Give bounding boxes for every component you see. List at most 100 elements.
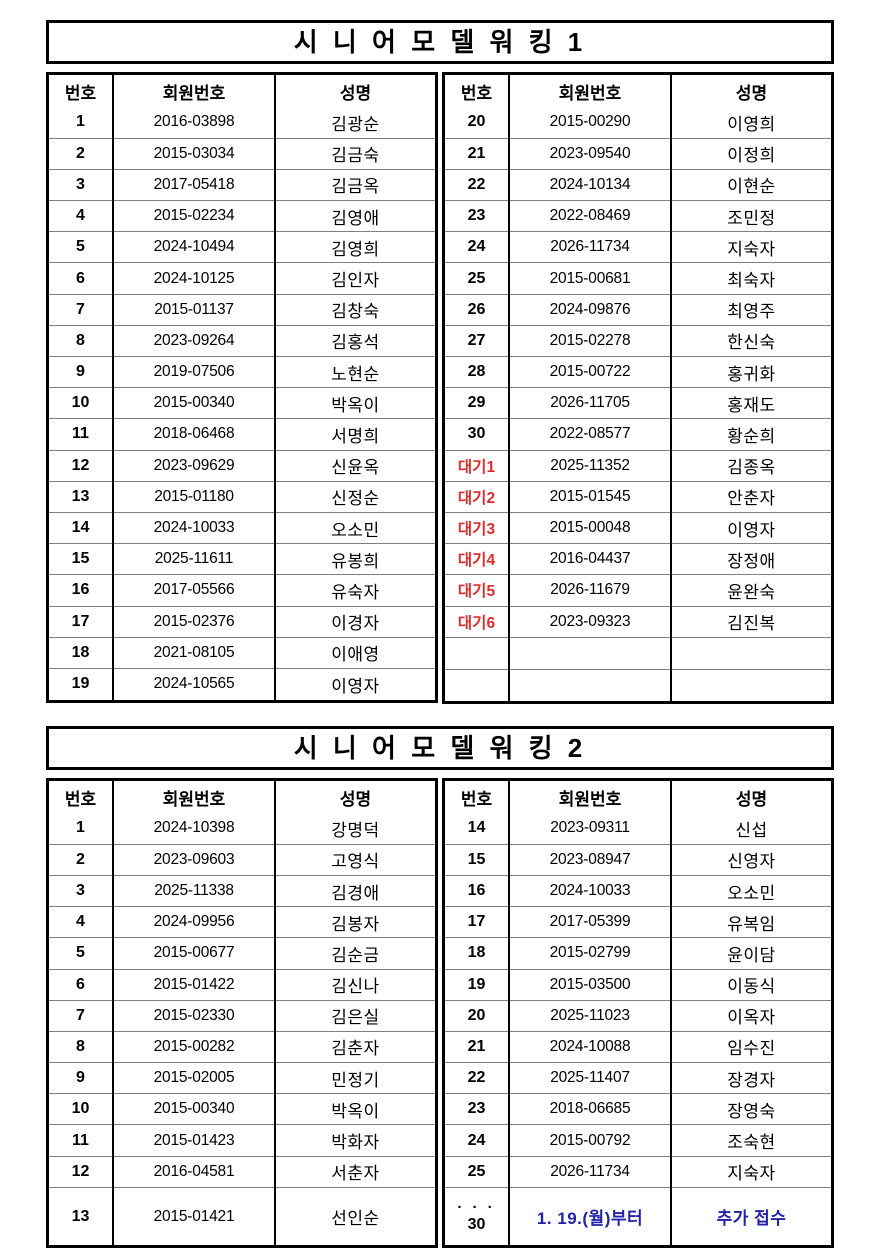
col-header-member: 회원번호 [509, 75, 672, 107]
row-number: 1 [49, 813, 114, 845]
table-row: 16 2017-05566 유숙자 [49, 574, 435, 607]
member-number: 2016-04437 [509, 543, 672, 576]
member-number: 2015-00722 [509, 356, 672, 389]
row-number: 8 [49, 1031, 114, 1064]
member-number: 2019-07506 [113, 356, 276, 389]
row-number: 3 [49, 875, 114, 908]
member-number: 2015-00340 [113, 387, 276, 420]
member-number: 2023-09540 [509, 138, 672, 170]
member-number: 2015-01545 [509, 481, 672, 513]
member-name: 최숙자 [671, 262, 831, 295]
member-name: 추가 접수 [671, 1187, 831, 1246]
member-number: 2015-01423 [113, 1124, 276, 1157]
table-row: 8 2023-09264 김홍석 [49, 325, 435, 358]
row-number: 9 [49, 356, 114, 389]
member-number: 2015-00681 [509, 262, 672, 295]
member-name: 서명희 [275, 418, 435, 451]
section-2-tables: 번호 회원번호 성명 1 2024-10398 강명덕 2 2023-09603 고영식 3… [46, 778, 834, 1248]
table-row: 2 2023-09603 고영식 [49, 844, 435, 876]
row-number: 20 [445, 107, 510, 139]
member-name: 박옥이 [275, 1093, 435, 1126]
member-name: 한신숙 [671, 325, 831, 358]
member-number: 2015-00290 [509, 107, 672, 139]
member-name-empty [671, 637, 831, 670]
row-number: 대기2 [445, 481, 510, 513]
row-number: 22 [445, 169, 510, 202]
member-name: 김종옥 [671, 450, 831, 482]
table-row: 22 2024-10134 이현순 [445, 169, 831, 202]
table-header-row: 번호 회원번호 성명 [49, 781, 435, 814]
row-number: 29 [445, 387, 510, 420]
member-name: 김영희 [275, 231, 435, 264]
member-number: 2023-08947 [509, 844, 672, 876]
member-name: 박화자 [275, 1124, 435, 1157]
table-row: 24 2026-11734 지숙자 [445, 231, 831, 264]
col-header-no: 번호 [445, 75, 510, 107]
member-name: 신정순 [275, 481, 435, 513]
row-number: 24 [445, 231, 510, 264]
table-row: 10 2015-00340 박옥이 [49, 387, 435, 420]
table-row: 27 2015-02278 한신숙 [445, 325, 831, 358]
member-name: 윤완숙 [671, 574, 831, 607]
table-row: · · · 30 1. 19.(월)부터 추가 접수 [445, 1187, 831, 1246]
member-name: 이동식 [671, 969, 831, 1001]
member-number: 2017-05418 [113, 169, 276, 202]
col-header-name: 성명 [671, 75, 831, 107]
table-row: 1 2024-10398 강명덕 [49, 813, 435, 845]
member-number: 2023-09311 [509, 813, 672, 845]
row-number: 7 [49, 1000, 114, 1032]
member-name: 장정애 [671, 543, 831, 576]
member-number: 2025-11023 [509, 1000, 672, 1032]
table-row: 대기6 2023-09323 김진복 [445, 606, 831, 638]
row-number: 18 [49, 637, 114, 669]
member-number: 2015-00792 [509, 1124, 672, 1157]
table-row: 13 2015-01421 선인순 [49, 1187, 435, 1246]
row-number: 대기4 [445, 543, 510, 576]
row-number: 23 [445, 200, 510, 233]
member-number: 2015-02005 [113, 1062, 276, 1095]
row-number: 13 [49, 1187, 114, 1246]
member-number: 2015-03500 [509, 969, 672, 1001]
member-number: 2015-02330 [113, 1000, 276, 1032]
member-number: 2017-05399 [509, 906, 672, 939]
member-name: 이현순 [671, 169, 831, 202]
member-number: 2017-05566 [113, 574, 276, 607]
member-number: 2024-09876 [509, 294, 672, 326]
member-number: 2024-10033 [509, 875, 672, 908]
table-row: 4 2015-02234 김영애 [49, 200, 435, 233]
table-row: 11 2015-01423 박화자 [49, 1124, 435, 1157]
member-name: 김금옥 [275, 169, 435, 202]
row-number: 12 [49, 450, 114, 482]
ellipsis-icon: · · · [457, 1198, 496, 1216]
row-number: 18 [445, 937, 510, 970]
member-number: 2015-03034 [113, 138, 276, 170]
table-row: 9 2019-07506 노현순 [49, 356, 435, 389]
member-name: 조민정 [671, 200, 831, 233]
table-row: 17 2015-02376 이경자 [49, 606, 435, 638]
row-number: 20 [445, 1000, 510, 1032]
table-row: 5 2024-10494 김영희 [49, 231, 435, 264]
table-row: 30 2022-08577 황순희 [445, 418, 831, 451]
row-number: 11 [49, 1124, 114, 1157]
member-name: 유봉희 [275, 543, 435, 576]
member-name: 고영식 [275, 844, 435, 876]
member-number: 2024-10088 [509, 1031, 672, 1064]
member-number: 2015-00340 [113, 1093, 276, 1126]
row-number: 13 [49, 481, 114, 513]
row-number: 대기3 [445, 512, 510, 545]
row-number: 19 [445, 969, 510, 1001]
row-number: 1 [49, 107, 114, 139]
member-number: 2024-10398 [113, 813, 276, 845]
table-row: 28 2015-00722 홍귀화 [445, 356, 831, 389]
row-number: 23 [445, 1093, 510, 1126]
table-row: 14 2024-10033 오소민 [49, 512, 435, 545]
member-number-empty [509, 669, 672, 702]
member-name: 박옥이 [275, 387, 435, 420]
row-number: 7 [49, 294, 114, 326]
member-name: 신영자 [671, 844, 831, 876]
member-number: 2015-01422 [113, 969, 276, 1001]
member-name: 신섭 [671, 813, 831, 845]
member-number: 2024-10125 [113, 262, 276, 295]
row-number: 27 [445, 325, 510, 358]
